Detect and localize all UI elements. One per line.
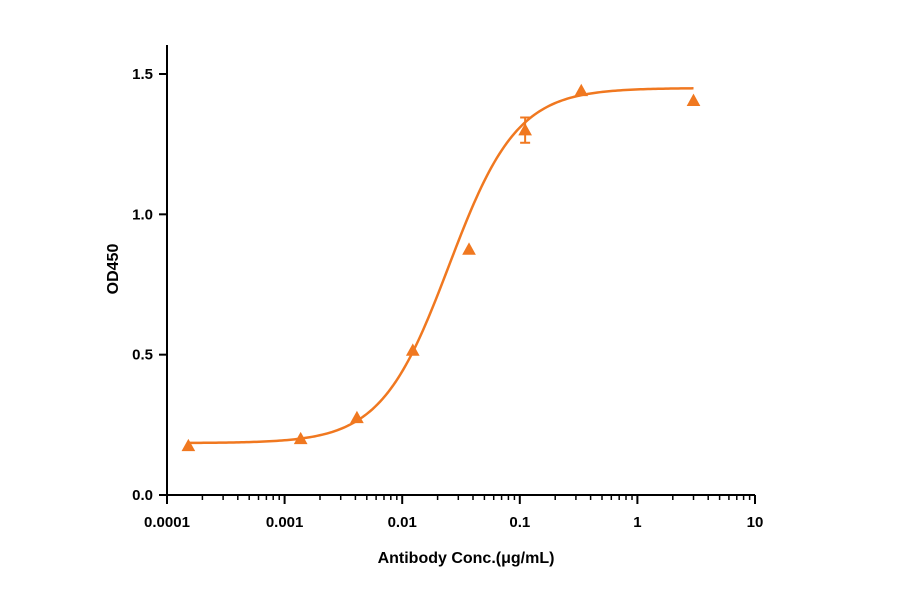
y-tick-label: 0.0 [132,487,153,504]
x-axis-title: Antibody Conc.(μg/mL) [378,550,555,567]
x-tick-label: 0.1 [509,514,530,531]
axes: 0.0 0.5 1.0 1.5 0.0001 0.001 0.01 0.1 1 10 [132,45,763,531]
data-point [350,410,364,424]
fit-curve-layer [188,87,694,445]
y-tick-label: 0.5 [132,347,153,364]
fit-curve [188,87,694,445]
y-tick-label: 1.0 [132,206,153,223]
data-point [686,93,701,106]
x-tick-label: 0.0001 [144,514,190,531]
data-point [518,123,532,136]
data-point [181,438,196,452]
data-point [293,431,308,445]
y-axis-title: OD450 [105,244,122,295]
x-tick-label: 0.001 [266,514,304,531]
x-tick-label: 1 [633,514,641,531]
x-tick-label: 0.01 [388,514,417,531]
x-tick-label: 10 [747,514,764,531]
data-point [462,242,476,255]
data-point [405,343,420,356]
data-point [574,83,589,97]
data-points-layer [181,83,701,452]
y-tick-label: 1.5 [132,66,153,83]
